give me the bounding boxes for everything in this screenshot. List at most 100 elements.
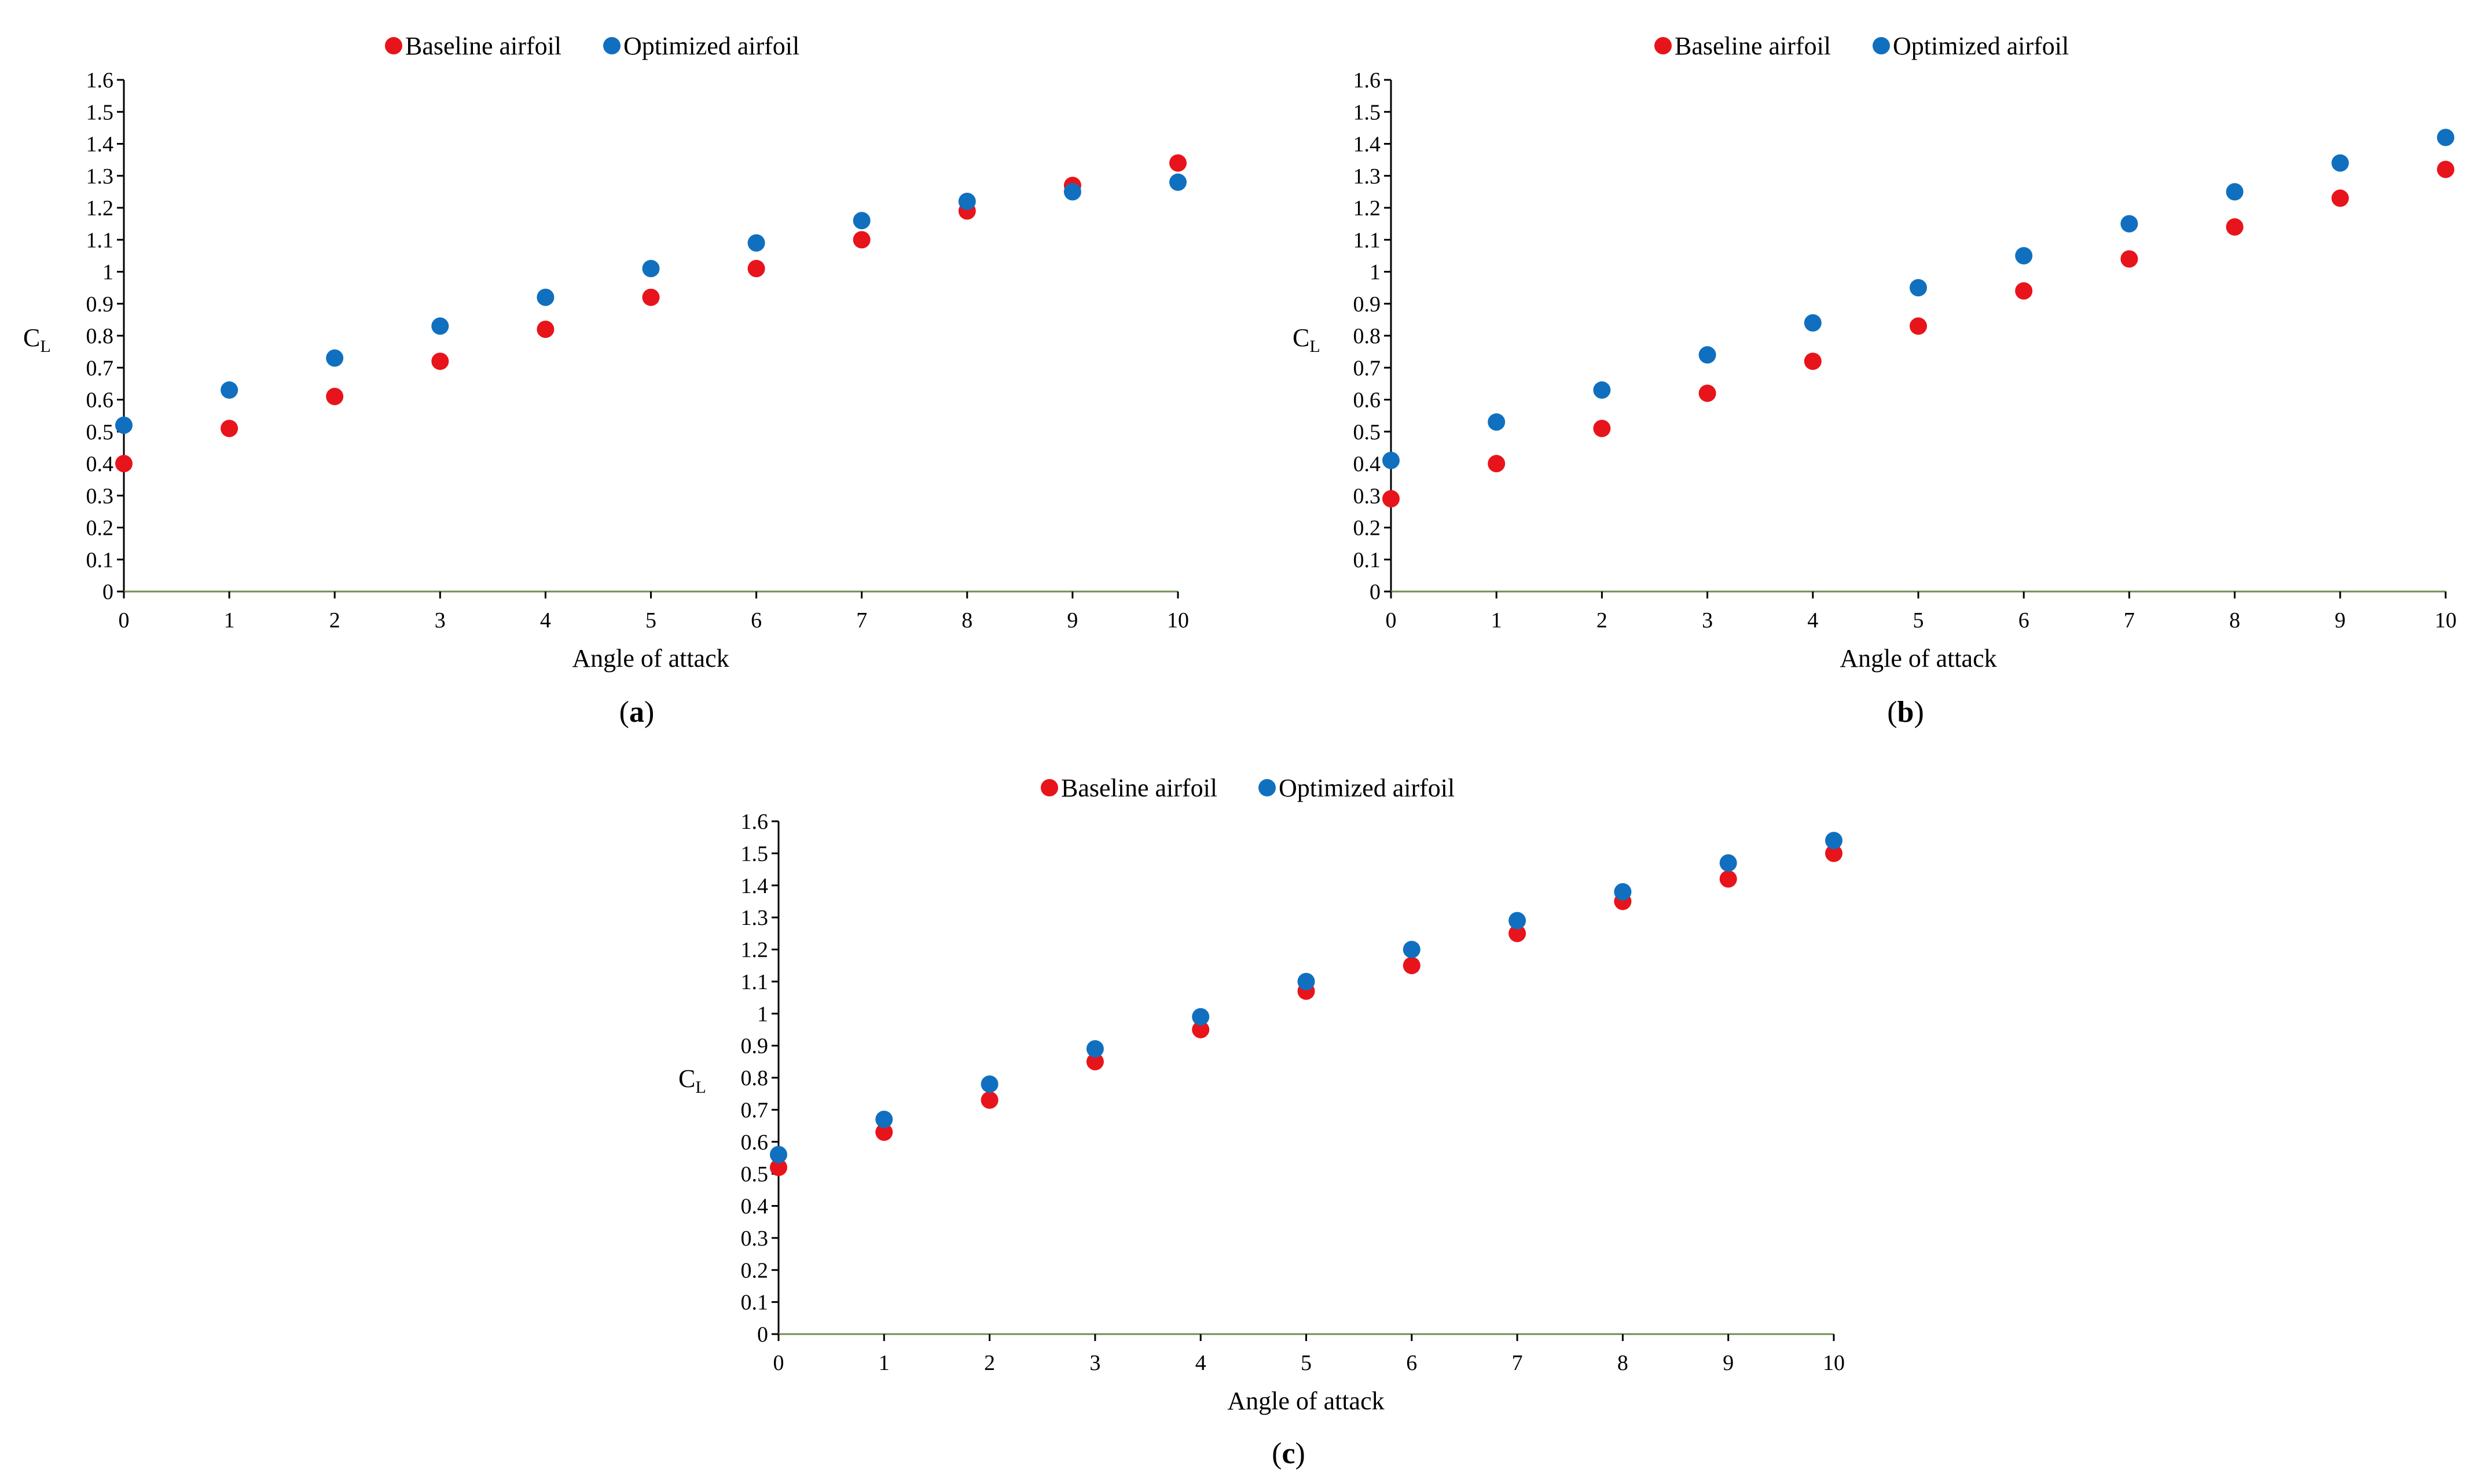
y-tick-label: 0.7 [86,356,114,380]
point-optimized [2331,154,2349,172]
point-optimized [2120,215,2138,233]
x-tick-label: 1 [879,1351,890,1375]
point-optimized [1825,832,1842,850]
point-baseline [981,1091,999,1109]
x-tick-label: 1 [1491,608,1502,633]
x-tick-label: 6 [751,608,762,633]
x-ticks: 0 1 2 3 4 5 6 7 8 9 10 [1386,592,2457,633]
point-optimized [875,1110,893,1128]
y-tick-label: 0.2 [741,1258,769,1283]
chart-a-legend: Baseline airfoil Optimized airfoil [385,32,799,60]
y-tick-label: 0 [102,580,113,604]
point-baseline [2226,218,2244,236]
x-tick-label: 1 [224,608,235,633]
x-tick-label: 7 [856,608,867,633]
x-tick-label: 10 [2435,608,2457,633]
point-optimized [958,192,976,210]
y-tick-label: 1.5 [741,842,769,866]
x-tick-label: 5 [1913,608,1924,633]
y-tick-label: 1.1 [741,970,769,994]
y-tick-label: 0.8 [86,324,114,348]
legend-baseline-marker [1654,37,1672,54]
legend-optimized-marker [1258,779,1276,796]
point-baseline [1593,420,1611,438]
data-points [1382,128,2454,508]
point-baseline [1382,490,1400,508]
y-tick-label: 0.5 [1353,420,1381,445]
y-tick-label: 1.6 [86,68,114,93]
y-tick-label: 1 [102,260,113,285]
x-tick-label: 3 [1089,1351,1100,1375]
legend-baseline-marker [1041,779,1058,796]
point-optimized [1488,413,1506,431]
y-tick-label: 0.4 [1353,452,1381,476]
x-tick-label: 5 [645,608,656,633]
point-baseline [537,320,555,338]
point-optimized [2437,128,2454,146]
chart-b: Baseline airfoil Optimized airfoil 00.10… [1293,32,2457,729]
x-tick-label: 8 [1617,1351,1628,1375]
y-tick-label: 0.6 [741,1130,769,1155]
y-tick-label: 0.9 [741,1034,769,1059]
y-axis-title: CL [23,324,51,356]
x-tick-label: 2 [1596,608,1607,633]
y-tick-label: 0.7 [1353,356,1381,380]
point-optimized [1382,451,1400,469]
y-ticks: 0 0.1 0.2 0.3 0.4 0.5 0.6 0.7 0.8 0.9 1 1.1 1.2 1.3 1.… [86,68,124,604]
x-tick-label: 10 [1823,1351,1845,1375]
y-tick-label: 1.1 [86,228,114,252]
point-baseline [1910,317,1927,335]
point-optimized [770,1145,787,1163]
point-optimized [1719,854,1737,872]
x-tick-label: 10 [1167,608,1189,633]
y-tick-label: 0.6 [1353,388,1381,413]
y-tick-label: 0.8 [741,1066,769,1090]
legend-baseline-label: Baseline airfoil [1675,32,1831,60]
panel-label-c: (c) [1272,1437,1305,1470]
x-tick-label: 9 [1723,1351,1734,1375]
y-tick-label: 0.2 [86,516,114,541]
x-tick-label: 9 [1067,608,1078,633]
point-optimized [1169,173,1187,191]
legend-optimized-label: Optimized airfoil [1279,774,1455,802]
point-baseline [1403,957,1420,975]
x-tick-label: 2 [329,608,340,633]
point-baseline [853,231,871,249]
legend-baseline-label: Baseline airfoil [405,32,561,60]
point-baseline [1086,1053,1104,1071]
legend-optimized-marker [603,37,621,54]
data-points [770,832,1842,1177]
point-baseline [2015,282,2033,300]
y-tick-label: 0.4 [741,1195,769,1219]
point-optimized [1192,1008,1210,1026]
point-baseline [1169,154,1187,172]
point-optimized [2226,183,2244,201]
y-tick-label: 1 [1370,260,1381,285]
x-tick-label: 0 [773,1351,784,1375]
legend-baseline-label: Baseline airfoil [1061,774,1217,802]
y-tick-label: 0.5 [741,1162,769,1187]
x-tick-label: 7 [1512,1351,1523,1375]
point-optimized [1086,1040,1104,1058]
x-tick-label: 3 [435,608,446,633]
y-tick-label: 0.9 [86,292,114,317]
y-tick-label: 1.5 [1353,100,1381,124]
legend-optimized-label: Optimized airfoil [623,32,799,60]
y-tick-label: 1.4 [741,874,769,898]
point-baseline [875,1123,893,1141]
y-tick-label: 1.4 [86,133,114,157]
y-tick-label: 1.3 [1353,164,1381,189]
y-tick-label: 0 [757,1323,768,1347]
y-tick-label: 1.5 [86,100,114,124]
point-baseline [431,352,449,370]
x-tick-label: 2 [984,1351,995,1375]
point-optimized [2015,247,2033,265]
point-baseline [2437,160,2454,178]
point-optimized [981,1075,999,1093]
y-tick-label: 0 [1370,580,1381,604]
y-axis-title: CL [1293,324,1320,356]
point-optimized [1910,279,1927,297]
y-tick-label: 0.5 [86,420,114,445]
x-tick-label: 0 [119,608,130,633]
point-optimized [1403,941,1420,958]
